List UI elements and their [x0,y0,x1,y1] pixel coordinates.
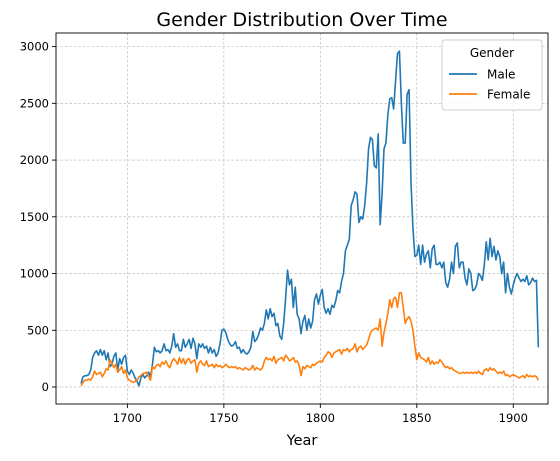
x-tick-label: 1800 [306,411,335,425]
plot-frame [55,32,549,405]
series-line-male [80,50,540,387]
y-tick-label: 0 [42,380,49,394]
x-tick-label: 1750 [209,411,238,425]
x-tick-label: 1900 [499,411,528,425]
y-tick-label: 2000 [20,153,49,167]
y-tick-label: 2500 [20,96,49,110]
legend: Gender Male Female [441,39,543,111]
legend-title: Gender [470,46,514,60]
y-tick-label: 1000 [20,267,49,281]
y-tick-label: 1500 [20,210,49,224]
series-line-female [80,292,540,387]
legend-box [441,39,543,111]
y-axis-ticks: 0 500 1000 1500 2000 2500 3000 [20,40,56,394]
x-tick-label: 1850 [402,411,431,425]
x-tick-label: 1700 [113,411,142,425]
x-axis-title: Year [286,433,318,449]
y-tick-label: 500 [27,323,49,337]
legend-label-female: Female [487,88,530,102]
series-lines [80,50,540,387]
x-axis-ticks: 1700 1750 1800 1850 1900 [113,404,528,425]
chart-title: Gender Distribution Over Time [156,9,447,31]
y-tick-label: 3000 [20,40,49,54]
legend-label-male: Male [487,68,515,82]
